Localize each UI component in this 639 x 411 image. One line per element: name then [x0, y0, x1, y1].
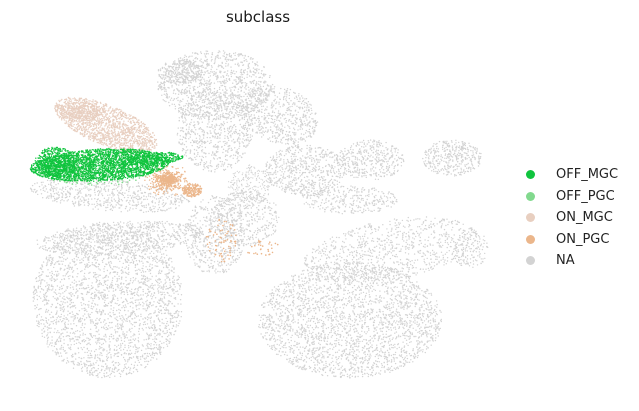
legend-label-na: NA: [556, 253, 575, 269]
legend-item-off-pgc: OFF_PGC: [526, 186, 618, 208]
legend-label-on-mgc: ON_MGC: [556, 210, 613, 226]
legend-item-na: NA: [526, 250, 618, 272]
legend-item-on-mgc: ON_MGC: [526, 207, 618, 229]
legend-swatch-off-mgc: [526, 170, 535, 180]
chart-title: subclass: [225, 8, 291, 26]
legend-label-on-pgc: ON_PGC: [556, 231, 610, 247]
legend-label-off-pgc: OFF_PGC: [556, 188, 615, 204]
series-on-pgc-points: [144, 165, 279, 263]
series-on-mgc-points: [54, 96, 158, 154]
legend-swatch-off-pgc: [526, 191, 535, 201]
legend-swatch-na: [526, 256, 535, 266]
legend-item-on-pgc: ON_PGC: [526, 229, 618, 251]
legend-label-off-mgc: OFF_MGC: [556, 167, 619, 183]
legend-item-off-mgc: OFF_MGC: [526, 164, 618, 186]
legend: OFF_MGC OFF_PGC ON_MGC ON_PGC NA: [526, 164, 618, 272]
series-na-points: [29, 50, 489, 379]
legend-swatch-on-mgc: [526, 213, 535, 223]
legend-swatch-on-pgc: [526, 234, 535, 244]
series-off-mgc-points: [29, 146, 184, 182]
